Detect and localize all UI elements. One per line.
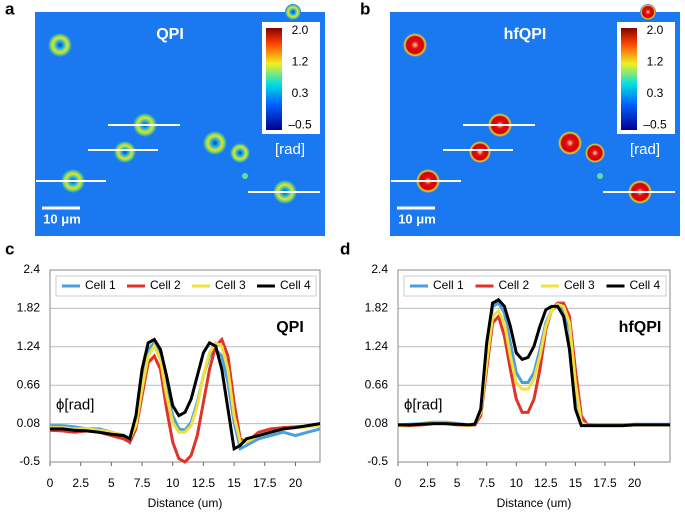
x-tick-label: 5: [454, 476, 461, 490]
debris: [242, 173, 248, 179]
plot-frame: [397, 269, 671, 463]
cell: [640, 4, 656, 20]
colorbar-label: –0.5: [643, 118, 667, 132]
y-axis-label: ϕ[rad]: [404, 397, 442, 414]
legend-box: [403, 275, 667, 297]
image-title: QPI: [156, 26, 184, 43]
legend-label: Cell 4: [630, 278, 661, 292]
colorbar-unit: [rad]: [630, 141, 660, 158]
scale-bar-label: 10 μm: [43, 211, 81, 226]
y-tick-label: 1.24: [365, 339, 389, 353]
scale-bar-label: 10 μm: [398, 211, 436, 226]
colorbar: [621, 28, 637, 130]
cell: [230, 143, 250, 163]
y-tick-label: -0.5: [367, 454, 388, 468]
panel-label: c: [5, 239, 14, 258]
panel-label: b: [360, 0, 370, 18]
cell: [285, 4, 301, 20]
y-tick-label: 0.66: [365, 377, 389, 391]
image-title: hfQPI: [504, 26, 547, 43]
y-tick-label: -0.5: [19, 454, 40, 468]
colorbar-label: 1.2: [647, 55, 664, 69]
x-tick-label: 10: [166, 476, 180, 490]
cell: [469, 141, 491, 163]
colorbar-label: 2.0: [647, 23, 664, 37]
legend-label: Cell 3: [215, 278, 246, 292]
x-tick-label: 10: [510, 476, 524, 490]
annotation: QPI: [276, 319, 304, 336]
panel-label: d: [340, 239, 350, 258]
cell: [114, 141, 136, 163]
legend-label: Cell 3: [564, 278, 595, 292]
cell: [558, 131, 582, 155]
cell: [48, 33, 72, 57]
legend-label: Cell 2: [150, 278, 181, 292]
legend-label: Cell 2: [499, 278, 530, 292]
legend-label: Cell 1: [85, 278, 116, 292]
x-tick-label: 5: [108, 476, 115, 490]
legend-label: Cell 1: [433, 278, 464, 292]
panel-label: a: [5, 0, 15, 18]
y-tick-label: 1.82: [365, 301, 389, 315]
y-tick-label: 0.08: [17, 416, 41, 430]
x-tick-label: 15: [227, 476, 241, 490]
x-tick-label: 7.5: [134, 476, 151, 490]
x-tick-label: 0: [395, 476, 402, 490]
colorbar-label: 1.2: [292, 55, 309, 69]
x-tick-label: 17.5: [593, 476, 617, 490]
y-tick-label: 0.66: [17, 377, 41, 391]
y-axis-label: ϕ[rad]: [56, 397, 94, 414]
y-tick-label: 1.82: [17, 301, 41, 315]
x-tick-label: 12.5: [534, 476, 558, 490]
y-tick-label: 0.08: [365, 416, 389, 430]
y-tick-label: 1.24: [17, 339, 41, 353]
x-tick-label: 0: [47, 476, 54, 490]
legend-label: Cell 4: [280, 278, 311, 292]
colorbar-label: –0.5: [288, 118, 312, 132]
annotation: hfQPI: [619, 319, 662, 336]
x-tick-label: 15: [569, 476, 583, 490]
x-axis-label: Distance (um): [148, 496, 223, 510]
colorbar-label: 0.3: [292, 86, 309, 100]
cell: [403, 33, 427, 57]
debris: [597, 173, 603, 179]
x-tick-label: 7.5: [478, 476, 495, 490]
x-tick-label: 20: [289, 476, 303, 490]
x-tick-label: 17.5: [253, 476, 277, 490]
x-tick-label: 2.5: [419, 476, 436, 490]
x-axis-label: Distance (um): [497, 496, 572, 510]
y-tick-label: 2.4: [23, 262, 40, 276]
legend-box: [55, 275, 317, 297]
colorbar: [266, 28, 282, 130]
series-line: [398, 297, 670, 428]
colorbar-unit: [rad]: [275, 141, 305, 158]
cell: [585, 143, 605, 163]
cell: [203, 131, 227, 155]
x-tick-label: 2.5: [72, 476, 89, 490]
colorbar-label: 0.3: [647, 86, 664, 100]
x-tick-label: 12.5: [192, 476, 216, 490]
colorbar-label: 2.0: [292, 23, 309, 37]
series-line: [50, 337, 321, 452]
x-tick-label: 20: [628, 476, 642, 490]
y-tick-label: 2.4: [371, 262, 388, 276]
